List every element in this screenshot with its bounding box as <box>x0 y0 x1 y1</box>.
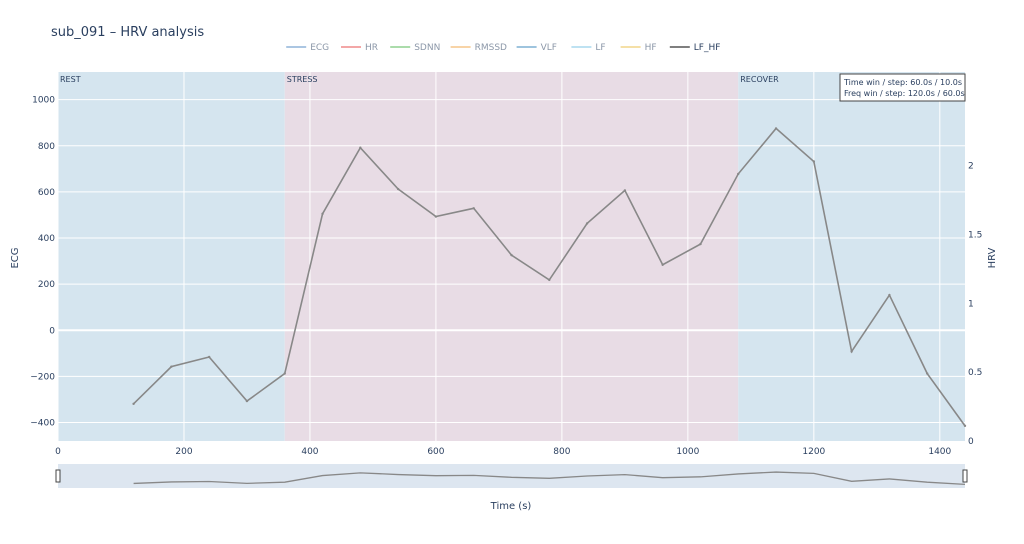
legend-label: HR <box>365 43 378 53</box>
data-point <box>396 187 400 191</box>
legend[interactable]: ECG HR SDNN RMSSD VLF LF HF LF_HF <box>286 43 720 53</box>
legend-label: VLF <box>541 43 557 53</box>
data-point <box>850 350 853 353</box>
data-point <box>359 146 362 149</box>
x-tick-label: 400 <box>301 447 318 457</box>
x-tick-label: 800 <box>553 447 570 457</box>
y-left-tick-label: −400 <box>30 419 55 429</box>
data-point <box>472 207 475 210</box>
y-right-tick-label: 0 <box>968 437 974 447</box>
data-point <box>888 293 891 297</box>
phase-backgrounds <box>58 72 965 441</box>
annotation-frame <box>839 73 966 102</box>
data-point <box>812 160 816 163</box>
data-point <box>963 424 967 428</box>
legend-label: LF_HF <box>694 43 721 53</box>
data-point <box>623 189 627 192</box>
legend-item-sdnn[interactable]: SDNN <box>390 43 440 53</box>
data-point <box>774 127 778 130</box>
phase-label-recover: RECOVER <box>740 75 779 84</box>
data-point <box>321 212 324 216</box>
window-info-annotation: Time win / step: 60.0s / 10.0s Freq win … <box>839 73 966 102</box>
legend-item-ecg[interactable]: ECG <box>286 43 329 53</box>
data-point <box>926 372 929 375</box>
y-axis-right-ticks: 0 0.5 1 1.5 2 <box>968 162 982 447</box>
range-slider-left-handle[interactable] <box>55 469 61 483</box>
phase-band-rest <box>58 72 285 441</box>
data-point <box>245 399 249 403</box>
data-point <box>661 263 664 266</box>
y-left-tick-label: 800 <box>38 142 55 152</box>
data-point <box>699 242 702 246</box>
y-left-tick-label: −200 <box>30 372 55 382</box>
legend-label: RMSSD <box>475 43 507 53</box>
legend-item-rmssd[interactable]: RMSSD <box>450 43 507 53</box>
range-slider-line-lf_hf <box>133 471 966 486</box>
x-tick-label: 200 <box>175 447 192 457</box>
y-left-tick-label: 200 <box>38 280 55 290</box>
series-layer <box>132 127 967 428</box>
legend-label: LF <box>595 43 605 53</box>
range-slider-right-handle[interactable] <box>962 469 968 483</box>
y-right-tick-label: 0.5 <box>968 368 982 378</box>
y-right-tick-label: 1.5 <box>968 230 982 240</box>
y-left-tick-label: 400 <box>38 234 55 244</box>
x-tick-label: 0 <box>55 447 61 457</box>
legend-label: ECG <box>310 43 329 53</box>
y-right-tick-label: 1 <box>968 299 974 309</box>
x-tick-label: 600 <box>427 447 444 457</box>
legend-item-hr[interactable]: HR <box>341 43 378 53</box>
legend-item-hf[interactable]: HF <box>620 43 657 53</box>
legend-item-lf-hf[interactable]: LF_HF <box>669 43 721 53</box>
phase-band-recover <box>738 72 965 441</box>
y-left-tick-label: 1000 <box>32 96 55 106</box>
range-slider-track[interactable] <box>58 464 965 488</box>
chart-title: sub_091 – HRV analysis <box>51 25 204 40</box>
range-slider[interactable] <box>55 464 968 488</box>
x-tick-label: 1000 <box>676 447 699 457</box>
annotation-line-1: Time win / step: 60.0s / 10.0s <box>843 78 962 87</box>
y-left-tick-label: 600 <box>38 188 55 198</box>
data-point <box>510 253 513 257</box>
range-slider-series <box>133 471 966 486</box>
data-point <box>170 365 173 368</box>
legend-label: HF <box>645 43 657 53</box>
data-point <box>207 355 211 359</box>
y-axis-left-ticks: −400 −200 0 200 400 600 800 1000 <box>30 96 55 429</box>
data-point <box>585 222 589 225</box>
y-axis-right-label: HRV <box>987 247 998 268</box>
phase-label-rest: REST <box>60 75 81 84</box>
y-left-tick-label: 0 <box>49 326 55 336</box>
data-point <box>737 172 740 176</box>
legend-item-lf[interactable]: LF <box>571 43 606 53</box>
x-tick-label: 1200 <box>802 447 825 457</box>
y-axis-left-label: ECG <box>10 247 21 268</box>
x-tick-label: 1400 <box>928 447 951 457</box>
phase-labels: REST STRESS RECOVER <box>60 75 779 84</box>
grid-lines <box>57 72 965 441</box>
y-right-tick-label: 2 <box>968 162 974 172</box>
legend-label: SDNN <box>414 43 440 53</box>
legend-item-vlf[interactable]: VLF <box>516 43 557 53</box>
data-point <box>283 372 286 375</box>
x-axis-ticks: 0 200 400 600 800 1000 1200 1400 <box>55 447 951 457</box>
annotation-line-2: Freq win / step: 120.0s / 60.0s <box>844 89 965 98</box>
data-point <box>434 215 438 218</box>
data-point <box>548 278 551 282</box>
data-point <box>132 402 135 406</box>
x-axis-label: Time (s) <box>490 501 532 512</box>
phase-band-stress <box>284 72 739 441</box>
phase-label-stress: STRESS <box>287 75 318 84</box>
